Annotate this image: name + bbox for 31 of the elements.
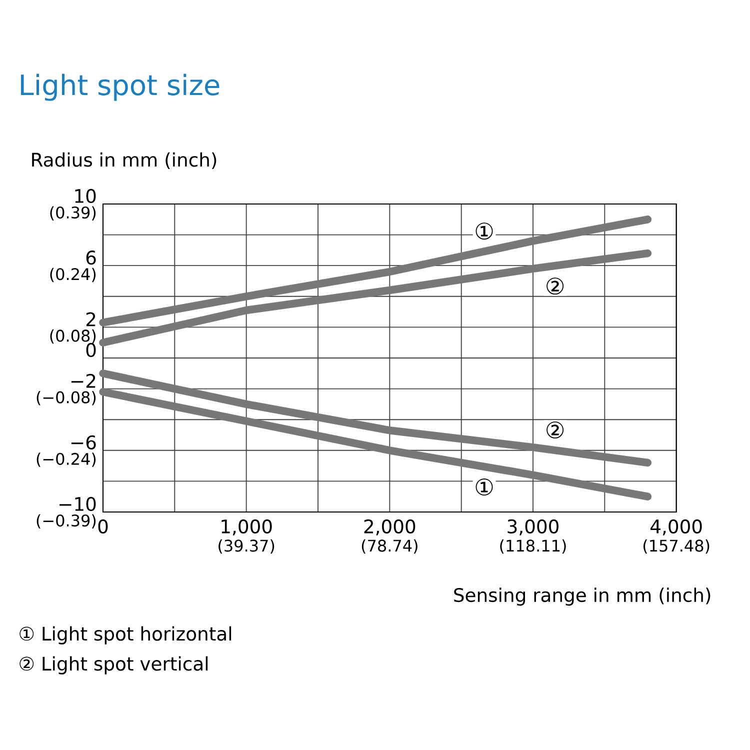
x2-tick-label: (118.11) [500, 539, 566, 554]
y-tick-label: 10 [75, 188, 96, 204]
x2-tick-label: (39.37) [218, 539, 274, 554]
y2-tick-label: (−0.39) [36, 514, 96, 528]
x2-tick-label: (78.74) [362, 539, 418, 554]
y-tick-label: 2 [86, 312, 96, 326]
x-tick-label: 1,000 [222, 519, 272, 536]
y2-tick-label: (0.08) [50, 329, 96, 344]
y-axis-title: Radius in mm (inch) [32, 152, 216, 169]
x2-tick-label: (157.48) [643, 539, 710, 554]
y-tick-label: −2 [71, 374, 96, 388]
series-label: ① [476, 478, 493, 496]
series-label: ② [546, 278, 564, 295]
y-tick-label: −6 [71, 435, 96, 450]
series-label: ② [546, 421, 564, 438]
x-tick-label: 3,000 [508, 519, 558, 536]
y-tick-label: −10 [60, 496, 96, 512]
y2-tick-label: (−0.08) [36, 391, 96, 406]
y2-tick-label: (0.39) [50, 206, 96, 220]
y-tick-label: 0 [86, 342, 96, 358]
x-tick-label: 4,000 [650, 519, 702, 536]
x-axis-title: Sensing range in mm (inch) [454, 588, 710, 606]
y-tick-label: 6 [86, 250, 96, 265]
text: ② Light spot vertical [20, 656, 208, 674]
y2-tick-label: (0.24) [50, 268, 96, 282]
x-tick-label: 0 [98, 519, 108, 534]
x-tick-label: 2,000 [364, 519, 416, 536]
text: ① Light spot horizontal [20, 626, 232, 644]
series-label: ① [476, 222, 493, 240]
y2-tick-label: (−0.24) [36, 452, 96, 467]
chart-title: Light spot size [21, 74, 220, 101]
